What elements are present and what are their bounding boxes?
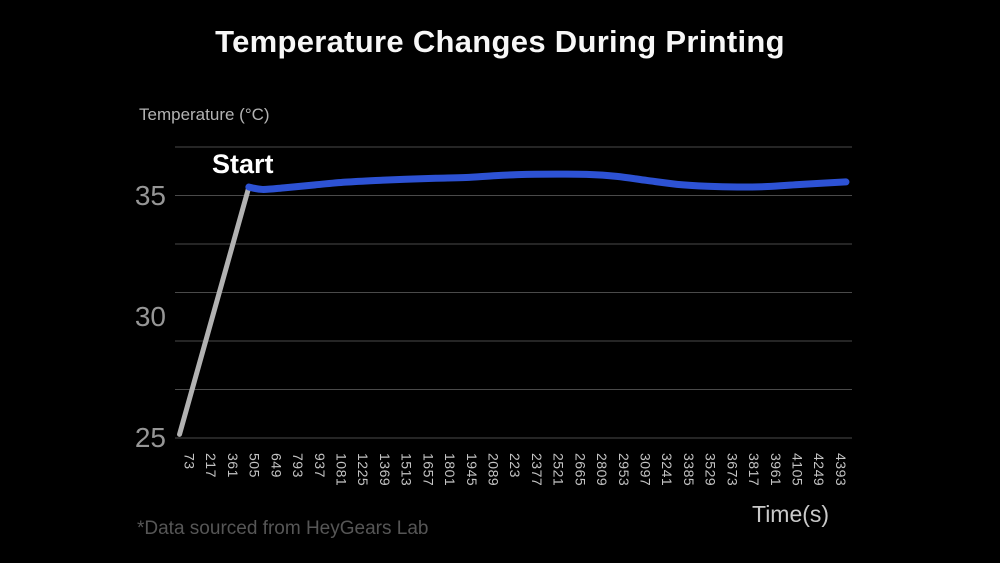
x-tick-label: 649 [268,453,285,478]
x-tick-label: 3097 [637,453,654,487]
x-tick-label: 3673 [724,453,741,487]
x-tick-label: 1945 [463,453,480,487]
x-tick-label: 793 [290,453,307,478]
x-axis-tick-labels: 73 217 361 505 649 793 937 1081 1225 1369 1513 1657… [0,453,1000,513]
y-axis-title: Temperature (°C) [139,105,270,124]
y-tick-label-30: 30 [134,300,166,332]
x-tick-label: 3817 [746,453,763,487]
x-tick-label: 361 [224,453,241,478]
y-gridlines [175,146,852,439]
x-tick-label: 2953 [615,453,632,487]
x-tick-label: 4393 [832,453,849,487]
x-tick-label: 1801 [442,453,459,487]
y-tick-label-25: 25 [134,422,166,453]
x-tick-label: 505 [246,453,263,478]
x-tick-label: 2521 [550,453,567,487]
x-tick-label: 3385 [680,453,697,487]
x-tick-label: 3241 [659,453,676,487]
x-axis-title: Time(s) [752,501,830,527]
data-source-footnote: *Data sourced from HeyGears Lab [137,518,429,539]
y-tick-label-35: 35 [134,179,166,211]
x-tick-label: 2089 [485,453,502,487]
x-tick-label: 2665 [572,453,589,487]
series-line-warmup [177,184,252,437]
x-tick-label: 3529 [702,453,719,487]
series-line-printing [245,170,850,193]
x-tick-label: 4249 [811,453,828,487]
x-tick-label: 217 [203,453,220,478]
x-tick-label: 2377 [528,453,545,487]
x-tick-label: 1081 [333,453,350,487]
x-tick-label: 4105 [789,453,806,487]
x-tick-label: 2809 [594,453,611,487]
x-tick-label: 1369 [376,453,393,487]
x-tick-label: 1225 [355,453,372,487]
page-title: Temperature Changes During Printing [215,24,785,59]
x-tick-label: 223 [507,453,524,478]
x-tick-label: 937 [311,453,328,478]
x-tick-label: 1513 [398,453,415,487]
x-tick-label: 1657 [420,453,437,487]
x-tick-label: 73 [181,453,198,470]
start-annotation: Start [212,149,274,179]
x-tick-label: 3961 [767,453,784,487]
